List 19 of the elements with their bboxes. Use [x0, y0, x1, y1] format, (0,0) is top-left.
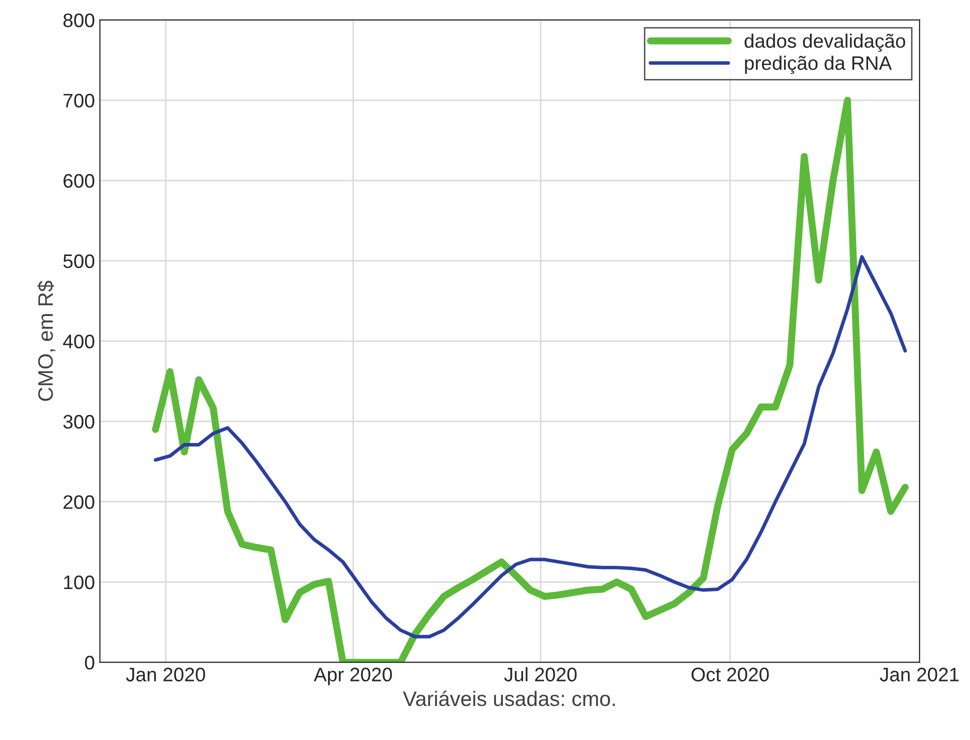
x-tick-label: Jan 2021 [880, 668, 959, 682]
y-tick-label: 500 [63, 254, 94, 268]
y-tick-label: 200 [64, 495, 94, 509]
y-tick-label: 300 [63, 414, 94, 429]
y-tick-label: 600 [64, 174, 94, 188]
y-tick-label: 100 [64, 575, 94, 590]
y-tick-label: 700 [64, 94, 94, 108]
x-tick-label: Jul 2020 [504, 667, 577, 682]
y-axis-title: CMO, em R$ [37, 280, 56, 401]
y-tick-label: 400 [63, 334, 94, 348]
x-tick-label: Apr 2020 [314, 668, 392, 686]
legend-label: predição da RNA [745, 56, 892, 74]
x-tick-label: Jan 2020 [126, 668, 206, 682]
x-tick-label: Oct 2020 [692, 668, 769, 682]
legend-label: dados devalidação [744, 34, 906, 52]
y-tick-label: 0 [84, 656, 94, 670]
y-tick-label: 800 [63, 13, 94, 28]
line-series [154, 255, 907, 638]
x-axis-title: Variáveis usadas: cmo. [402, 690, 615, 706]
